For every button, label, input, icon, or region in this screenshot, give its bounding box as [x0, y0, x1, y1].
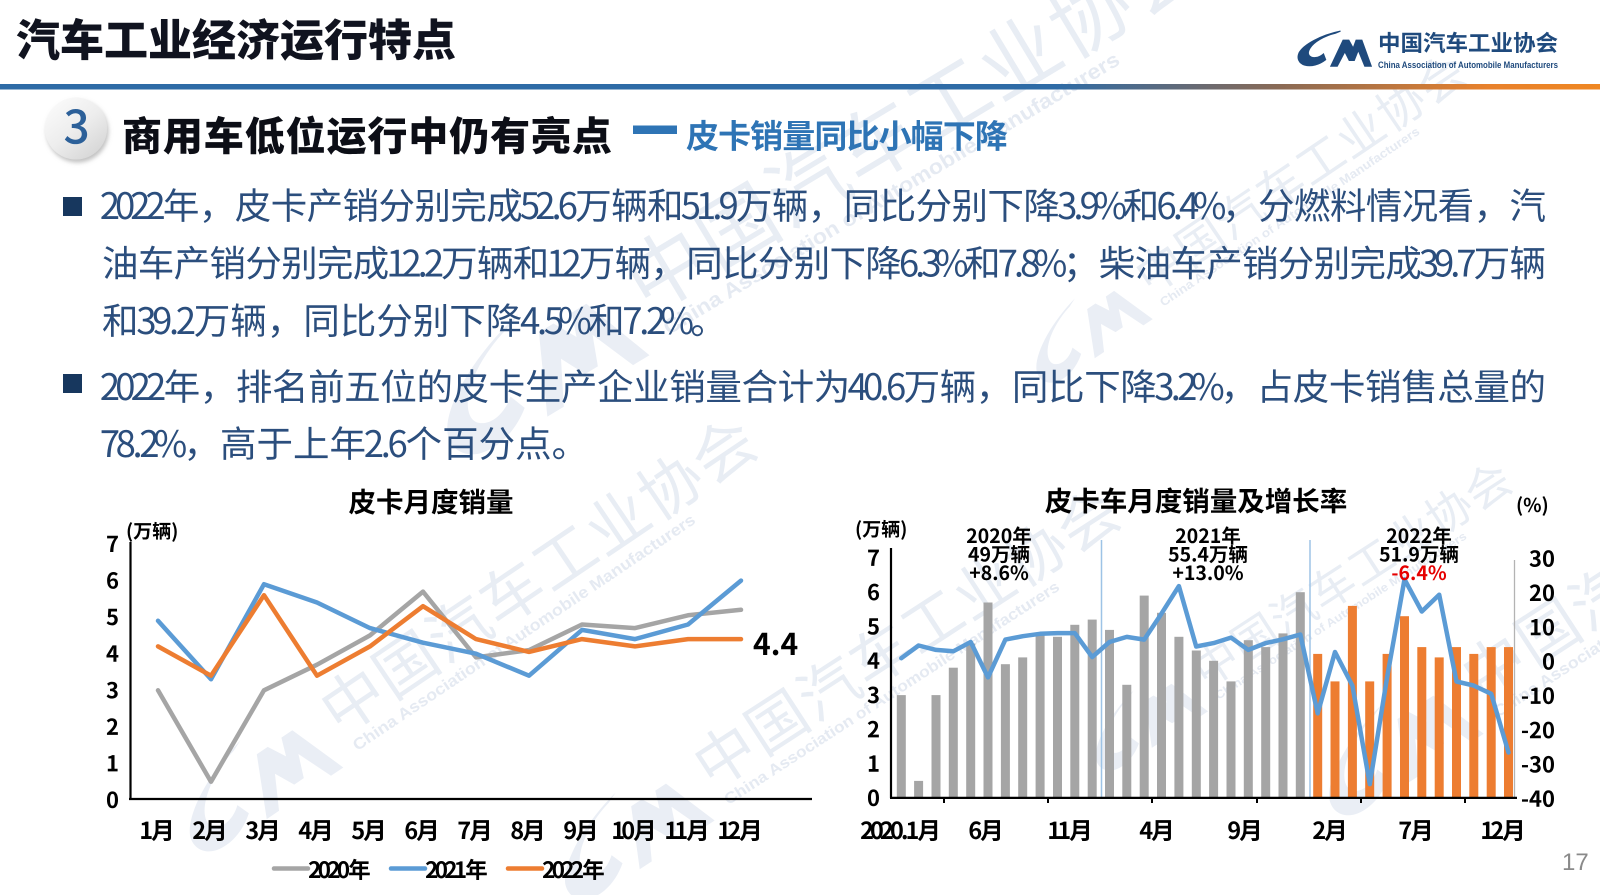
- svg-text:China Association of Automobil: China Association of Automobile Manufact…: [1378, 60, 1558, 70]
- svg-text:17: 17: [1562, 849, 1589, 876]
